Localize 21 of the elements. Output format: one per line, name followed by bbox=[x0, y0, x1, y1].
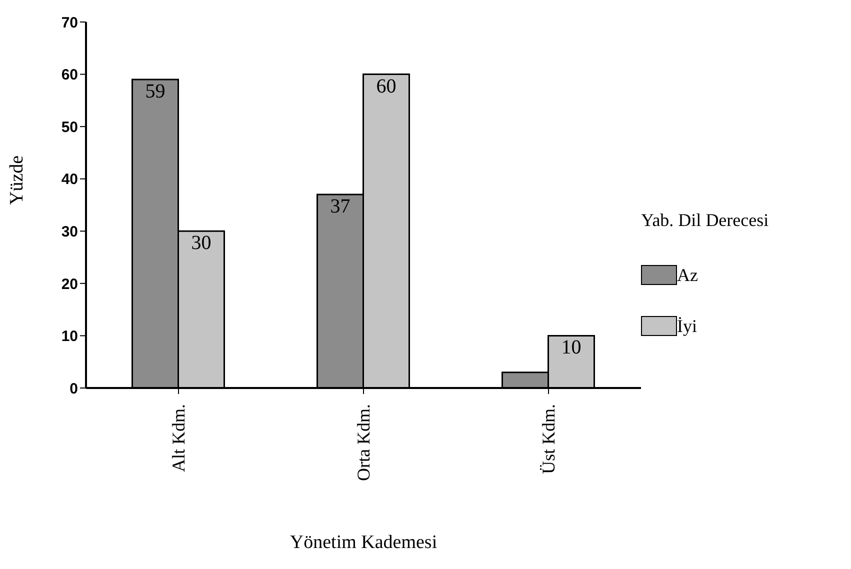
y-tick-label: 40 bbox=[61, 171, 78, 188]
x-axis-title: Yönetim Kademesi bbox=[290, 532, 438, 553]
y-tick-label: 10 bbox=[61, 328, 78, 346]
y-tick-label: 30 bbox=[61, 223, 78, 240]
y-axis-title: Yüzde bbox=[6, 155, 28, 205]
legend-label: Az bbox=[677, 264, 698, 286]
y-tick-label: 50 bbox=[61, 118, 78, 136]
legend-label: İyi bbox=[677, 316, 697, 336]
data-label: 59 bbox=[145, 80, 166, 103]
y-tick-label: 70 bbox=[61, 14, 78, 32]
x-tick-label: Orta Kdm. bbox=[354, 404, 374, 481]
data-label: 10 bbox=[561, 336, 582, 359]
data-label: 37 bbox=[330, 196, 350, 218]
x-tick-label: Alt Kdm. bbox=[168, 404, 188, 472]
y-tick-label: 0 bbox=[70, 380, 78, 398]
x-tick-label: Üst Kdm. bbox=[538, 404, 558, 474]
y-tick-label: 60 bbox=[61, 66, 78, 84]
data-label: 30 bbox=[191, 232, 212, 254]
legend-title: Yab. Dil Derecesi bbox=[641, 210, 770, 230]
data-label: 60 bbox=[376, 75, 396, 98]
y-tick-label: 20 bbox=[61, 276, 78, 293]
